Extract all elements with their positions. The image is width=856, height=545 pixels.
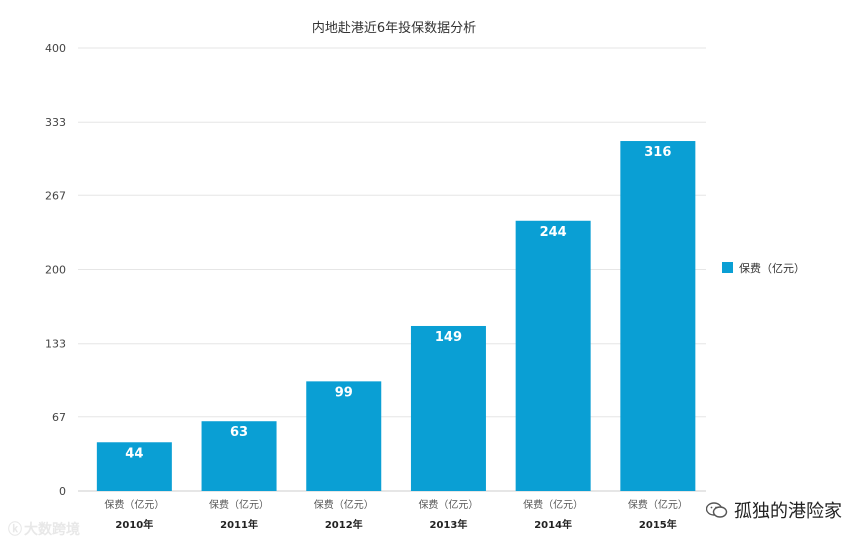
y-tick-label: 200: [45, 264, 66, 277]
category-series-label: 保费（亿元）: [104, 498, 164, 511]
category-labels: 保费（亿元） 2010年 保费（亿元） 2011年 保费（亿元） 2012年 保费（亿元） 2…: [104, 498, 688, 531]
legend: 保费（亿元）: [722, 261, 805, 275]
watermark-left-text: 大数跨境: [24, 522, 80, 538]
bar: [515, 220, 591, 491]
bar-value-label: 244: [540, 225, 567, 240]
bar-value-label: 316: [644, 145, 671, 160]
bar-value-label: 149: [435, 330, 462, 345]
category-label: 2013年: [430, 518, 468, 531]
bar: [201, 421, 277, 491]
bar: [620, 141, 696, 491]
y-tick-label: 333: [45, 116, 66, 129]
category-series-label: 保费（亿元）: [523, 498, 583, 511]
bar-value-label: 63: [230, 425, 248, 440]
category-label: 2011年: [220, 518, 258, 531]
category-label: 2014年: [534, 518, 572, 531]
y-axis: 0 67 133 200 267 333 400: [45, 42, 66, 498]
bar: [410, 325, 486, 491]
bars: 44 63 99 149 244 316: [96, 141, 696, 491]
bar-value-label: 44: [125, 446, 143, 461]
bar-value-label: 99: [335, 385, 353, 400]
watermark-right: 孤独的港险家: [705, 497, 842, 523]
y-tick-label: 400: [45, 42, 66, 55]
category-series-label: 保费（亿元）: [209, 498, 269, 511]
watermark-logo-icon: ⓚ: [8, 522, 22, 538]
gridlines: [78, 47, 706, 492]
bar: [96, 442, 172, 491]
category-label: 2012年: [325, 518, 363, 531]
category-series-label: 保费（亿元）: [628, 498, 688, 511]
y-tick-label: 133: [45, 338, 66, 351]
wechat-icon: [705, 501, 728, 519]
legend-swatch: [722, 262, 733, 273]
y-tick-label: 267: [45, 189, 66, 202]
bar: [306, 381, 382, 491]
category-series-label: 保费（亿元）: [418, 498, 478, 511]
legend-label: 保费（亿元）: [739, 261, 805, 275]
y-tick-label: 0: [59, 485, 66, 498]
watermark-left: ⓚ 大数跨境: [8, 519, 80, 539]
watermark-right-text: 孤独的港险家: [734, 501, 842, 522]
y-tick-label: 67: [52, 411, 66, 424]
category-label: 2010年: [115, 518, 153, 531]
category-series-label: 保费（亿元）: [314, 498, 374, 511]
category-label: 2015年: [639, 518, 677, 531]
chart-title: 内地赴港近6年投保数据分析: [312, 20, 476, 36]
